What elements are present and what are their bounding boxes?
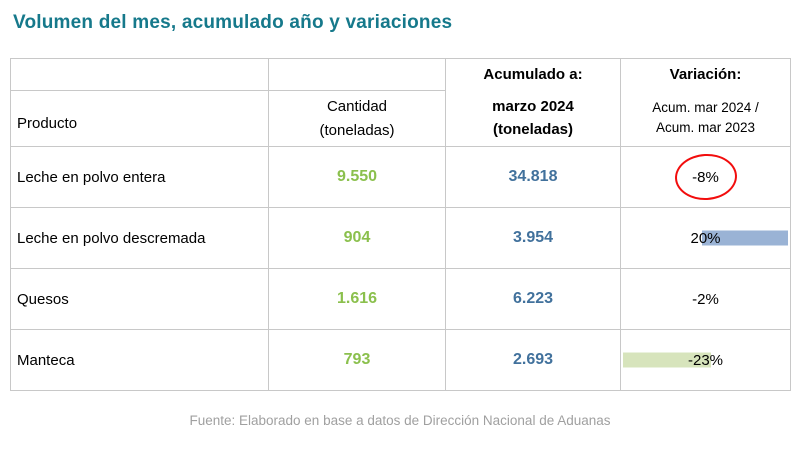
header-producto: Producto	[10, 90, 269, 147]
header-acumulado-line2: (toneladas)	[492, 121, 573, 139]
variacion-value: -8%	[692, 168, 719, 186]
header-acumulado-top: Acumulado a:	[445, 58, 621, 91]
volume-table: Acumulado a: Variación: Producto Cantida…	[10, 58, 791, 391]
cantidad-value: 1.616	[268, 268, 446, 330]
product-name: Manteca	[10, 329, 269, 391]
product-name: Leche en polvo entera	[10, 146, 269, 208]
cantidad-value: 9.550	[268, 146, 446, 208]
variacion-cell: -23%	[620, 329, 791, 391]
variacion-cell: -8%	[620, 146, 791, 208]
negative-data-bar	[623, 352, 711, 368]
header-empty-product	[10, 58, 269, 91]
variacion-value: -23%	[687, 351, 724, 369]
product-name: Quesos	[10, 268, 269, 330]
header-acumulado-line1: marzo 2024	[492, 98, 574, 115]
table-row: Manteca 793 2.693 -23%	[10, 329, 791, 391]
table-row: Quesos 1.616 6.223 -2%	[10, 268, 791, 330]
acumulado-value: 6.223	[445, 268, 621, 330]
slide: Volumen del mes, acumulado año y variaci…	[0, 12, 800, 454]
header-cantidad-line1: Cantidad	[326, 98, 388, 116]
header-row-bottom: Producto Cantidad (toneladas) marzo 2024…	[10, 90, 791, 147]
header-empty-cantidad	[268, 58, 446, 91]
variacion-value: -2%	[692, 290, 719, 308]
header-cantidad: Cantidad (toneladas)	[268, 90, 446, 147]
header-acumulado-sub: marzo 2024 (toneladas)	[445, 90, 621, 147]
cantidad-value: 793	[268, 329, 446, 391]
acumulado-value: 3.954	[445, 207, 621, 269]
header-variacion-line2: Acum. mar 2023	[655, 120, 756, 136]
source-note: Fuente: Elaborado en base a datos de Dir…	[189, 413, 611, 428]
header-row-top: Acumulado a: Variación:	[10, 58, 791, 91]
header-cantidad-line2: (toneladas)	[319, 121, 395, 139]
header-variacion-line1: Acum. mar 2024 /	[652, 100, 759, 115]
acumulado-value: 34.818	[445, 146, 621, 208]
product-name: Leche en polvo descremada	[10, 207, 269, 269]
table-row: Leche en polvo entera 9.550 34.818 -8%	[10, 146, 791, 208]
variacion-cell: -2%	[620, 268, 791, 330]
variacion-value: 20%	[690, 229, 721, 247]
header-variacion-top: Variación:	[620, 58, 791, 91]
variacion-cell: 20%	[620, 207, 791, 269]
table-row: Leche en polvo descremada 904 3.954 20%	[10, 207, 791, 269]
acumulado-value: 2.693	[445, 329, 621, 391]
page-title: Volumen del mes, acumulado año y variaci…	[13, 12, 453, 33]
cantidad-value: 904	[268, 207, 446, 269]
header-variacion-sub: Acum. mar 2024 / Acum. mar 2023	[620, 90, 791, 147]
positive-data-bar	[702, 230, 788, 246]
